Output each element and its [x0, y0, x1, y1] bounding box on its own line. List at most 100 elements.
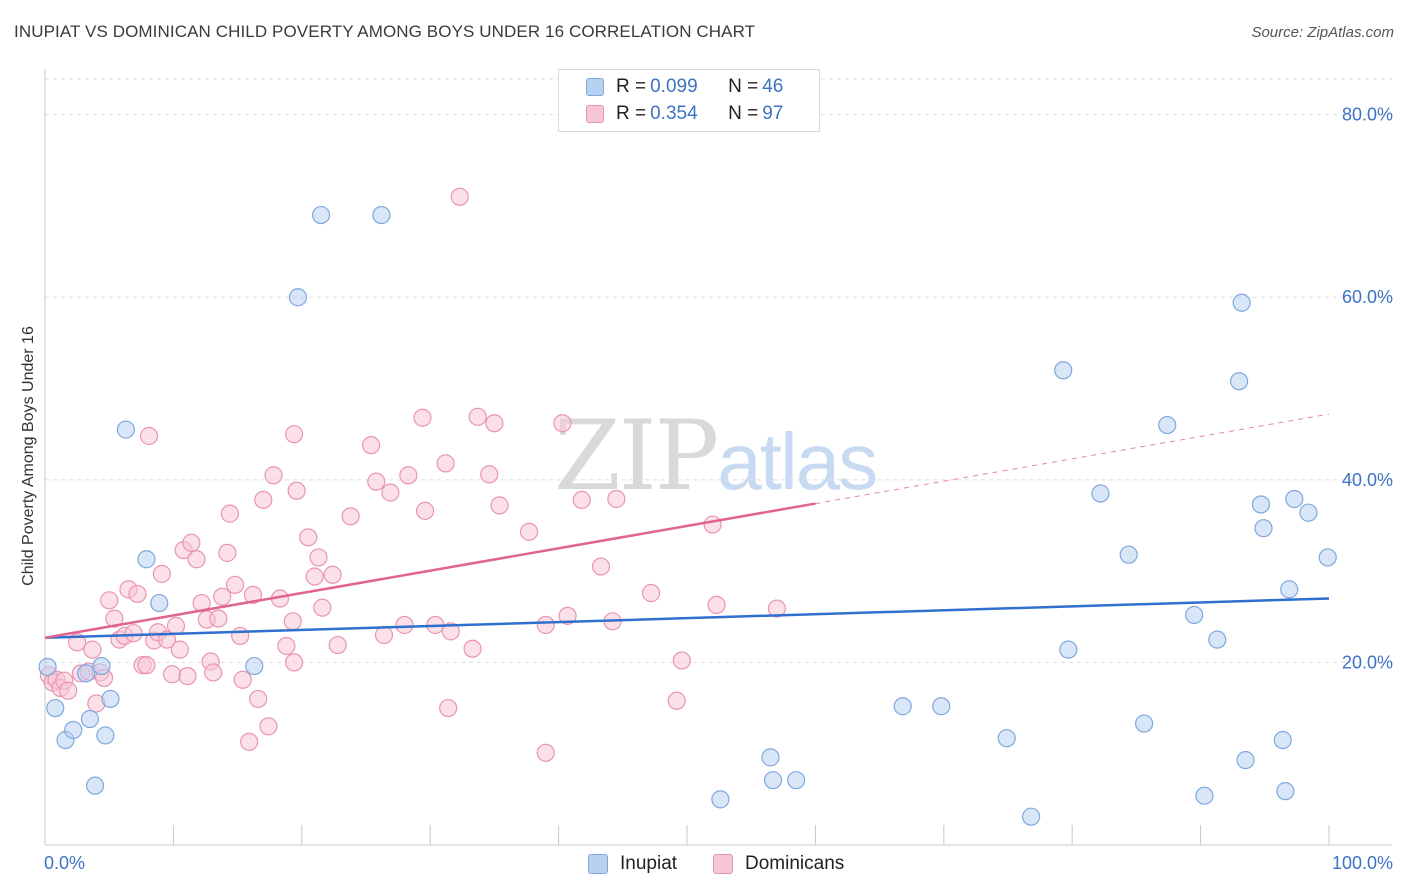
bottom-legend-inupiat: Inupiat [588, 852, 677, 876]
inupiat-point [101, 689, 120, 709]
inupiat-point [711, 790, 730, 809]
inupiat-point [1280, 580, 1299, 599]
dominican-swatch [586, 105, 604, 123]
dominican-point [490, 496, 509, 515]
inupiat-point [1158, 415, 1177, 435]
dominican-point [284, 653, 304, 672]
dominican-point [305, 567, 324, 586]
inupiat-point [1119, 545, 1138, 564]
dominican-point [381, 483, 400, 502]
dominican-point [450, 187, 469, 206]
dominican-point [591, 557, 611, 576]
inupiat-point [1022, 807, 1041, 826]
bottom-legend-dominicans: Dominicans [713, 852, 844, 876]
dominican-point [607, 489, 626, 509]
dominican-point [374, 625, 394, 645]
dominican-point [284, 425, 304, 444]
inupiat-point [85, 776, 105, 795]
inupiat-point [1091, 484, 1110, 503]
dominican-point [220, 504, 239, 523]
dominican-point [287, 481, 306, 500]
dominican-point [178, 667, 197, 686]
dominican-point [187, 550, 206, 569]
dominican-point [299, 528, 318, 547]
inupiat-point [763, 771, 783, 790]
dominican-point [436, 454, 455, 473]
dominican-point [209, 609, 228, 628]
inupiat-point [1285, 489, 1304, 509]
dominican-point [249, 689, 268, 709]
inupiat-point [1059, 640, 1078, 659]
dominican-point [667, 691, 686, 710]
dominican-point [105, 609, 124, 628]
dominican-point [519, 522, 539, 541]
dominican-point [231, 626, 250, 646]
inupiat-point [1318, 548, 1337, 567]
dominican-point [341, 507, 360, 526]
inupiat-point [137, 550, 156, 569]
legend-r-key: R = [616, 103, 647, 124]
dominican-point [480, 465, 499, 484]
dominican-point [395, 615, 414, 635]
dominican-trend-line-extension [815, 413, 1330, 505]
dominican-point [641, 583, 661, 603]
dominican-point [572, 490, 591, 510]
inupiat-point [372, 205, 391, 225]
inupiat-point [1054, 361, 1073, 380]
dominican-point [309, 548, 328, 567]
trend-lines [44, 413, 1330, 640]
inupiat-point [1195, 786, 1214, 805]
inupiat-point [1273, 730, 1292, 750]
legend-row-dominicans: R = 0.354 N = 97 [586, 102, 783, 126]
dominican-point [485, 414, 504, 433]
inupiat-point [64, 720, 83, 740]
inupiat-point [932, 697, 951, 716]
dominican-point [328, 635, 347, 655]
dominican-point [259, 717, 278, 736]
dominican-point [204, 663, 223, 682]
dominican-point [323, 565, 342, 584]
inupiat-point [92, 656, 111, 676]
y-tick-label: 20.0% [1342, 652, 1393, 672]
inupiat-point [1236, 750, 1255, 770]
inupiat-trend-line [44, 597, 1330, 640]
legend-r-value-dominicans: 0.354 [650, 103, 698, 124]
dominican-point [703, 515, 722, 534]
dominican-trend-line [44, 502, 816, 639]
dominican-point [463, 639, 482, 658]
inupiat-point [96, 726, 115, 745]
inupiat-point [311, 205, 331, 225]
dominican-point [170, 640, 189, 659]
y-tick-label: 80.0% [1342, 105, 1393, 125]
bottom-legend-label-dominicans: Dominicans [745, 853, 845, 874]
dominican-point [124, 624, 143, 643]
dominican-point [240, 732, 259, 751]
dominican-point [139, 426, 159, 446]
legend-n-key: N = [728, 76, 759, 97]
dominican-point [362, 436, 381, 455]
dominican-point [439, 698, 458, 718]
legend-n-value-dominicans: 97 [762, 103, 784, 124]
dominican-point [399, 466, 418, 485]
y-tick-label: 40.0% [1342, 470, 1393, 490]
x-tick-label: 0.0% [44, 853, 85, 873]
dominican-point [166, 616, 186, 635]
inupiat-point [1135, 714, 1154, 733]
inupiat-point [245, 656, 264, 676]
inupiat-point [997, 729, 1016, 748]
dominican-point [536, 615, 555, 635]
dominican-point [218, 543, 237, 562]
dominican-point [415, 501, 435, 520]
inupiat-points [38, 205, 1337, 826]
dominican-point [128, 584, 147, 604]
inupiat-point [1251, 495, 1271, 514]
legend-row-inupiat: R = 0.099 N = 46 [586, 75, 783, 99]
inupiat-point [761, 748, 780, 767]
dominican-point [553, 414, 572, 433]
inupiat-point [38, 657, 57, 677]
dominican-point [59, 681, 78, 700]
bottom-legend-label-inupiat: Inupiat [620, 853, 678, 874]
inupiat-point [116, 420, 135, 439]
legend-n-value-inupiat: 46 [762, 76, 784, 97]
